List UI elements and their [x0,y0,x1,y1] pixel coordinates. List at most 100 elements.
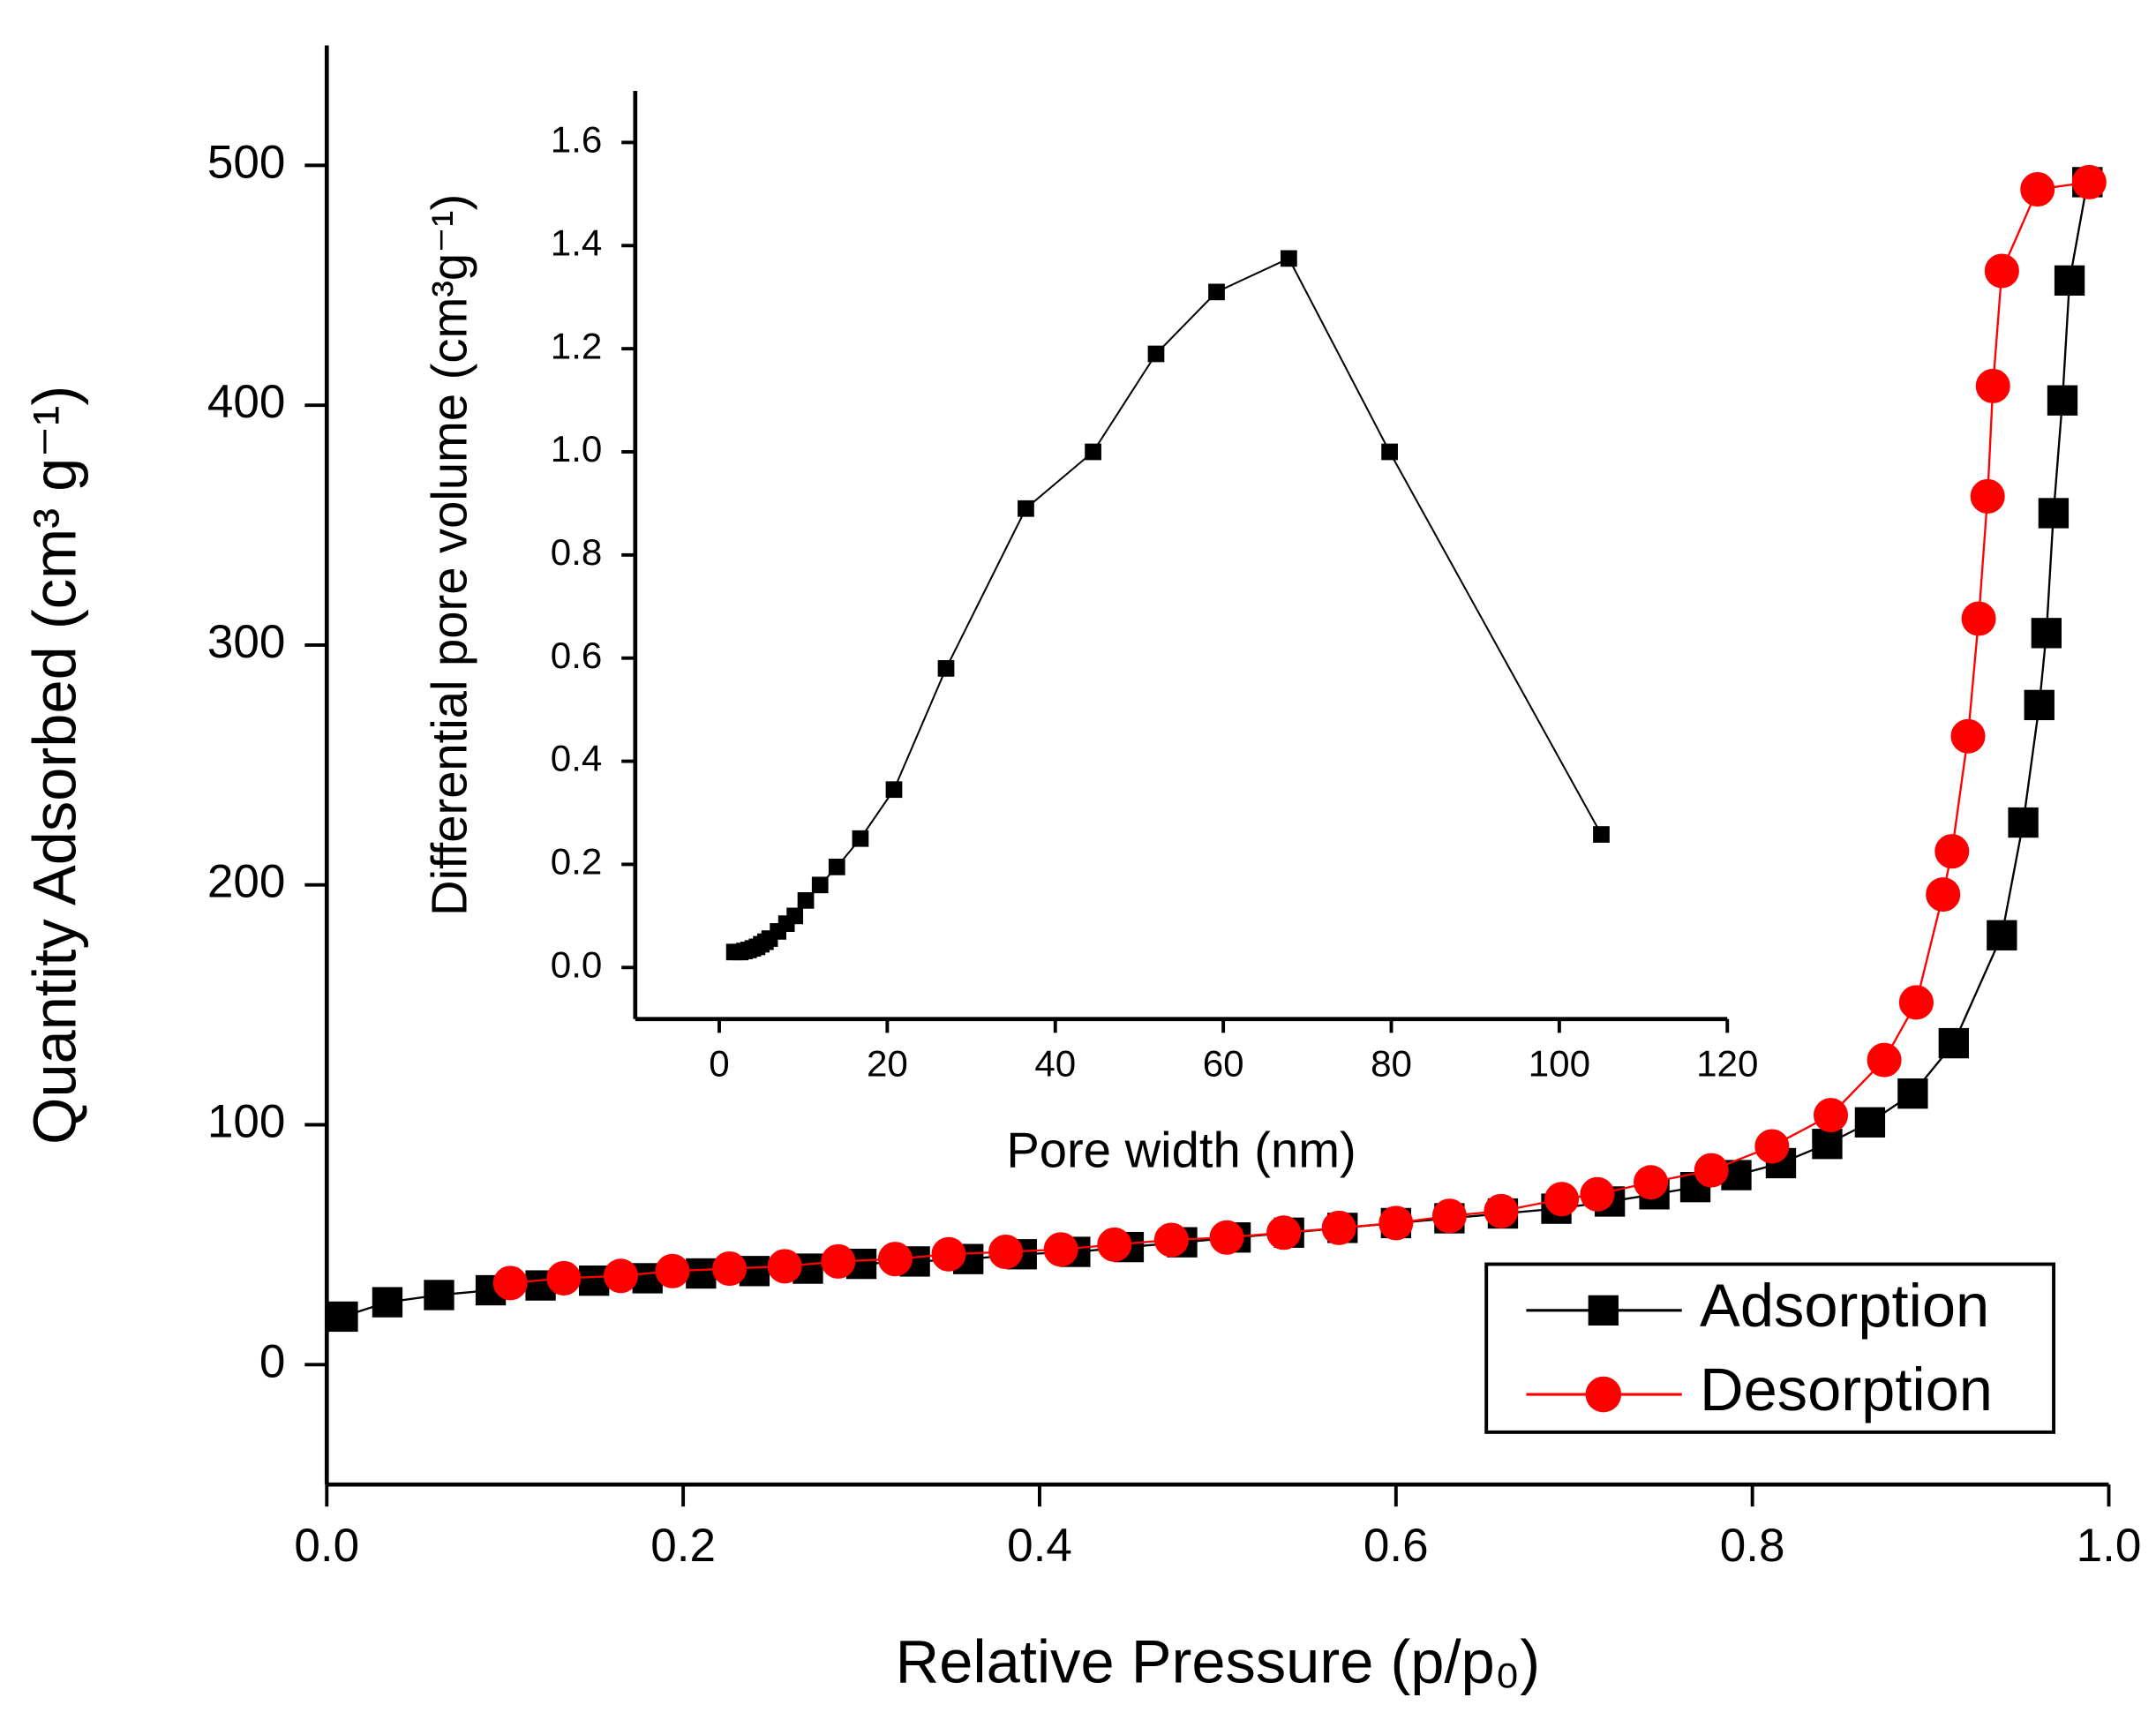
data-point [1987,920,2017,950]
data-point [1097,1227,1132,1262]
x-tick-label: 100 [1529,1042,1590,1084]
x-tick-label: 0.2 [650,1520,716,1572]
data-point [1018,499,1034,517]
legend-marker [1585,1376,1622,1413]
data-point [2008,807,2039,838]
data-point [686,1258,717,1289]
data-point [1153,1222,1189,1258]
data-point [546,1260,582,1296]
y-tick-label: 1.0 [551,428,603,469]
y-tick-label: 0.6 [551,635,603,676]
data-point [1381,443,1398,461]
x-tick-label: 0.8 [1720,1520,1785,1572]
data-point [1544,1182,1580,1217]
data-point [1898,985,1934,1020]
data-point [1854,1107,1886,1138]
data-point [424,1280,454,1311]
data-point [578,1265,610,1296]
data-point [327,1301,358,1333]
data-point [988,1235,1024,1270]
x-tick-label: 120 [1696,1042,1758,1084]
x-axis-label: Relative Pressure (p/p₀) [896,1627,1540,1695]
data-point [1321,1210,1356,1245]
y-tick-label: 1.6 [551,119,603,161]
y-tick-label: 0.0 [551,943,603,985]
y-tick-label: 0.8 [551,531,603,573]
data-point [1970,478,2005,514]
data-point [2024,689,2055,721]
data-point [1754,1129,1790,1164]
data-point [1634,1165,1669,1200]
data-point [877,1242,913,1277]
data-point [1593,826,1610,843]
data-point [372,1287,403,1318]
data-point [2038,498,2070,529]
data-point [2071,164,2107,199]
y-tick-label: 1.2 [551,325,603,366]
data-point [1934,834,1970,869]
data-point [1431,1198,1467,1234]
data-point [1266,1215,1302,1251]
data-point [811,876,829,894]
data-point [1694,1153,1729,1188]
data-point [1867,1042,1902,1078]
data-point [603,1258,638,1294]
y-tick-label: 200 [207,856,286,908]
y-tick-label: 500 [207,136,286,188]
data-point [937,660,955,677]
data-point [767,1249,802,1284]
x-tick-label: 40 [1034,1042,1076,1084]
data-point [2054,265,2085,297]
data-point [1208,283,1225,301]
data-point [1812,1129,1843,1160]
data-point [1938,1027,1969,1059]
data-point [1281,250,1297,267]
x-tick-label: 1.0 [2077,1520,2142,1572]
data-point [2047,385,2078,416]
series-line [734,257,1603,953]
legend-box [1484,1262,2056,1434]
data-point [931,1236,966,1272]
data-point [1950,718,1986,754]
x-tick-label: 80 [1371,1042,1412,1084]
data-point [1961,601,1996,636]
data-point [1813,1098,1849,1133]
data-point [786,907,804,925]
data-point [1085,443,1101,461]
y-tick-label: 0.4 [551,738,603,779]
x-tick-label: 0 [709,1042,729,1084]
legend-label: Adsorption [1700,1272,1989,1340]
y-tick-label: 0.2 [551,841,603,883]
legend-label: Desorption [1700,1356,1993,1423]
data-point [885,781,903,799]
y-tick-label: 0 [259,1335,286,1387]
data-point [492,1266,528,1301]
data-point [712,1251,747,1287]
data-point [1484,1193,1519,1228]
data-point [1984,253,2019,289]
y-tick-label: 100 [207,1096,286,1148]
series-line [510,181,2090,1285]
data-point [1209,1220,1244,1255]
x-tick-label: 0.0 [294,1520,359,1572]
data-point [1580,1176,1615,1212]
data-point [821,1243,856,1279]
legend-marker [1588,1295,1619,1326]
x-axis-label: Pore width (nm) [1006,1122,1356,1177]
y-tick-label: 300 [207,616,286,668]
data-point [852,830,869,847]
data-point [2020,172,2055,207]
y-tick-label: 1.4 [551,222,603,263]
data-point [1043,1232,1078,1267]
y-axis-label: Quantity Adsorbed (cm³ g⁻¹) [21,386,89,1145]
x-tick-label: 20 [867,1042,908,1084]
x-tick-label: 0.4 [1007,1520,1072,1572]
y-axis-label: Differential pore volume (cm³g⁻¹) [422,194,477,916]
x-tick-label: 60 [1203,1042,1244,1084]
data-point [797,891,815,909]
data-point [1147,345,1165,363]
data-point [1975,368,2010,403]
data-point [1378,1206,1414,1241]
